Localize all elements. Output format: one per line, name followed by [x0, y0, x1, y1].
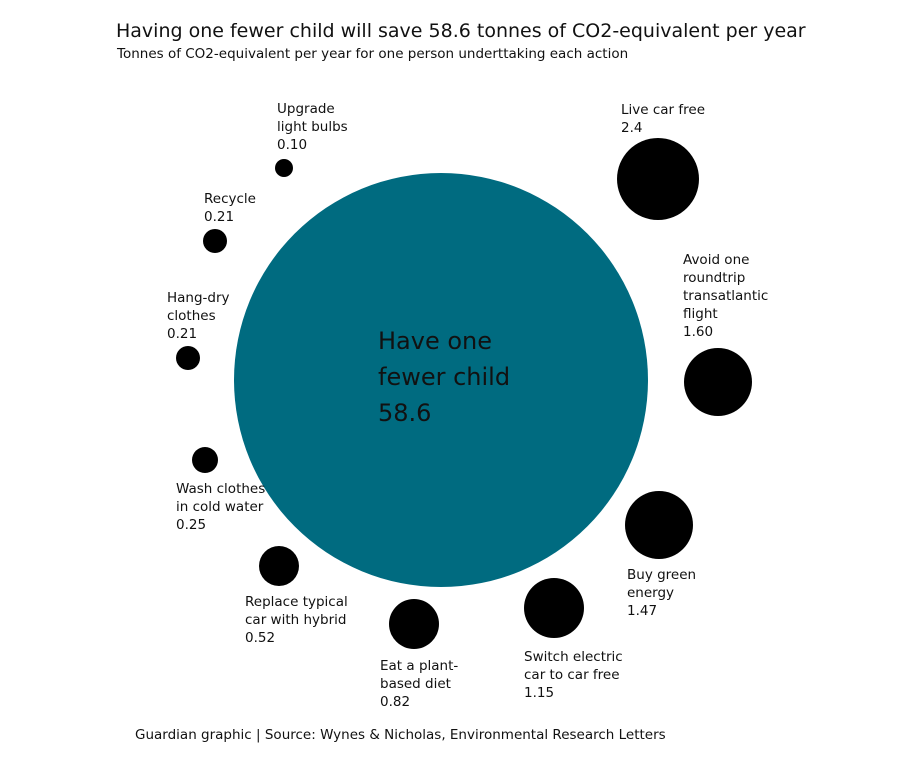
- bubble-label-recycle: Recycle 0.21: [204, 191, 256, 225]
- bubble-value-buy-green-energy: 1.47: [627, 603, 657, 619]
- bubble-group-eat-a-plant-based-diet: Eat a plant-based diet 0.82: [380, 599, 458, 710]
- bubble-label-line: Hang-dry: [167, 290, 230, 306]
- bubble-group-recycle: Recycle 0.21: [203, 191, 256, 253]
- bubble-label-line: Live car free: [621, 102, 705, 118]
- bubble-label-line: Avoid one: [683, 252, 749, 268]
- bubble-label-line: light bulbs: [277, 119, 348, 135]
- bubble-switch-electric-car-to-car-free: [524, 578, 584, 638]
- bubble-label-line: in cold water: [176, 499, 264, 515]
- bubble-group-live-car-free: Live car free 2.4: [617, 102, 705, 220]
- bubble-value-eat-a-plant-based-diet: 0.82: [380, 694, 410, 710]
- bubble-label-wash-clothes-in-cold-water: Wash clothes in cold water 0.25: [176, 481, 265, 533]
- bubble-label-have-one-fewer-child: Have one fewer child 58.6: [378, 327, 510, 427]
- bubble-label-line: Wash clothes: [176, 481, 265, 497]
- bubble-label-line: Recycle: [204, 191, 256, 207]
- bubble-group-buy-green-energy: Buy green energy 1.47: [625, 491, 696, 619]
- chart-subtitle: Tonnes of CO2-equivalent per year for on…: [117, 46, 629, 62]
- bubble-value-wash-clothes-in-cold-water: 0.25: [176, 517, 206, 533]
- bubble-label-line: fewer child: [378, 363, 510, 391]
- bubble-upgrade-light-bulbs: [275, 159, 293, 177]
- bubble-label-line: based diet: [380, 676, 451, 692]
- chart-title: Having one fewer child will save 58.6 to…: [116, 20, 806, 42]
- bubble-label-live-car-free: Live car free 2.4: [621, 102, 705, 136]
- bubble-value-recycle: 0.21: [204, 209, 234, 225]
- bubble-avoid-one-roundtrip-transatlantic-flight: [684, 348, 752, 416]
- bubble-label-avoid-one-roundtrip-transatlantic-flight: Avoid one roundtrip transatlantic flight 1.6…: [683, 252, 768, 340]
- bubble-label-hang-dry-clothes: Hang-dry clothes 0.21: [167, 290, 230, 342]
- bubble-group-avoid-one-roundtrip-transatlantic-flight: Avoid one roundtrip transatlantic flight 1.6…: [683, 252, 768, 416]
- bubble-label-upgrade-light-bulbs: Upgrade light bulbs 0.10: [277, 101, 348, 153]
- bubble-label-line: Eat a plant-: [380, 658, 458, 674]
- bubble-value-replace-typical-car-with-hybrid: 0.52: [245, 630, 275, 646]
- bubble-label-line: car with hybrid: [245, 612, 346, 628]
- bubble-live-car-free: [617, 138, 699, 220]
- bubble-label-line: roundtrip: [683, 270, 745, 286]
- bubble-eat-a-plant-based-diet: [389, 599, 439, 649]
- bubble-group-replace-typical-car-with-hybrid: Replace typical car with hybrid 0.52: [245, 546, 348, 646]
- bubble-label-line: Switch electric: [524, 649, 623, 665]
- bubble-label-buy-green-energy: Buy green energy 1.47: [627, 567, 696, 619]
- bubble-wash-clothes-in-cold-water: [192, 447, 218, 473]
- bubble-group-upgrade-light-bulbs: Upgrade light bulbs 0.10: [275, 101, 348, 177]
- bubble-label-line: car to car free: [524, 667, 620, 683]
- bubble-label-line: Buy green: [627, 567, 696, 583]
- bubble-label-switch-electric-car-to-car-free: Switch electric car to car free 1.15: [524, 649, 623, 701]
- bubble-label-replace-typical-car-with-hybrid: Replace typical car with hybrid 0.52: [245, 594, 348, 646]
- bubble-label-line: flight: [683, 306, 718, 322]
- bubble-value-switch-electric-car-to-car-free: 1.15: [524, 685, 554, 701]
- bubble-label-line: energy: [627, 585, 674, 601]
- bubble-label-eat-a-plant-based-diet: Eat a plant-based diet 0.82: [380, 658, 458, 710]
- bubble-label-line: Upgrade: [277, 101, 335, 117]
- bubble-value-avoid-one-roundtrip-transatlantic-flight: 1.60: [683, 324, 713, 340]
- bubble-label-line: Have one: [378, 327, 492, 355]
- bubble-group-hang-dry-clothes: Hang-dry clothes 0.21: [167, 290, 230, 370]
- bubble-group-have-one-fewer-child: Have one fewer child 58.6: [234, 173, 648, 587]
- bubble-value-live-car-free: 2.4: [621, 120, 642, 136]
- bubble-group-switch-electric-car-to-car-free: Switch electric car to car free 1.15: [524, 578, 623, 701]
- bubble-group-wash-clothes-in-cold-water: Wash clothes in cold water 0.25: [176, 447, 265, 533]
- bubble-buy-green-energy: [625, 491, 693, 559]
- bubble-label-line: transatlantic: [683, 288, 768, 304]
- bubble-label-line: Replace typical: [245, 594, 348, 610]
- source-note: Guardian graphic | Source: Wynes & Nicho…: [135, 727, 666, 743]
- bubble-value-hang-dry-clothes: 0.21: [167, 326, 197, 342]
- bubble-replace-typical-car-with-hybrid: [259, 546, 299, 586]
- bubble-recycle: [203, 229, 227, 253]
- bubble-value-have-one-fewer-child: 58.6: [378, 399, 431, 427]
- bubble-value-upgrade-light-bulbs: 0.10: [277, 137, 307, 153]
- bubble-hang-dry-clothes: [176, 346, 200, 370]
- bubble-label-line: clothes: [167, 308, 216, 324]
- bubble-have-one-fewer-child: [234, 173, 648, 587]
